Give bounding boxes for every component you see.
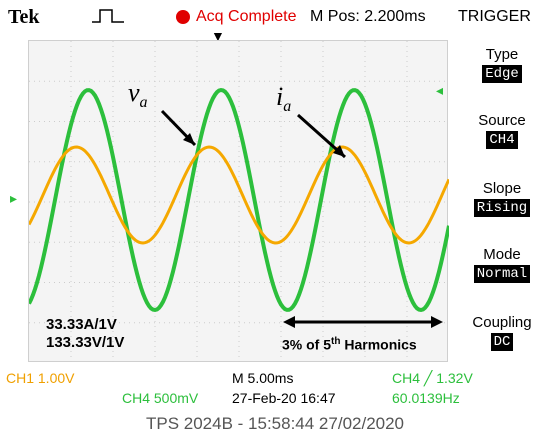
ia-arrowhead bbox=[333, 145, 345, 157]
menu-value: DC bbox=[490, 333, 514, 351]
menu-label: Mode bbox=[483, 246, 521, 263]
trigger-pulse-icon bbox=[92, 9, 124, 23]
voltage-label: va bbox=[128, 78, 148, 112]
channel-ground-marker-icon: ▸ bbox=[10, 190, 18, 206]
menu-label: Source bbox=[478, 112, 526, 129]
voltage-trace bbox=[29, 87, 449, 313]
menu-label: Type bbox=[485, 46, 519, 63]
acquisition-indicator-icon bbox=[176, 10, 190, 24]
menu-title: TRIGGER bbox=[458, 8, 531, 25]
current-trace bbox=[29, 145, 449, 245]
bottom-status-bar: CH1 1.00V M 5.00ms CH4 ╱ 1.32V CH4 500mV… bbox=[0, 366, 550, 410]
menu-label: Coupling bbox=[472, 314, 532, 331]
menu-item-slope[interactable]: Slope Rising bbox=[454, 180, 550, 217]
harmonics-label: 3% of 5th Harmonics bbox=[282, 336, 417, 353]
menu-value: CH4 bbox=[486, 131, 518, 149]
menu-item-mode[interactable]: Mode Normal bbox=[454, 246, 550, 283]
va-arrowhead bbox=[183, 133, 195, 145]
menu-value: Edge bbox=[482, 65, 522, 83]
timebase: M 5.00ms bbox=[232, 370, 294, 386]
harmonic-left-arrowhead bbox=[283, 316, 295, 328]
frequency-readout: 60.0139Hz bbox=[392, 390, 460, 406]
trigger-side-menu: Type Edge Source CH4 Slope Rising Mode N… bbox=[454, 40, 550, 362]
menu-value: Rising bbox=[473, 199, 531, 217]
current-scale-label: 33.33A/1V bbox=[46, 316, 117, 333]
current-label: ia bbox=[276, 82, 292, 116]
trigger-setting: CH4 ╱ 1.32V bbox=[392, 370, 473, 386]
menu-item-coupling[interactable]: Coupling DC bbox=[454, 314, 550, 351]
figure-caption: TPS 2024B - 15:58:44 27/02/2020 bbox=[145, 414, 405, 433]
acquisition-status: Acq Complete bbox=[196, 8, 297, 25]
top-status-bar: Tek Acq Complete M Pos: 2.200ms TRIGGER … bbox=[0, 0, 550, 44]
brand-logo: Tek bbox=[8, 6, 40, 28]
menu-item-type[interactable]: Type Edge bbox=[454, 46, 550, 83]
datetime: 27-Feb-20 16:47 bbox=[232, 390, 336, 406]
voltage-scale-label: 133.33V/1V bbox=[46, 334, 125, 351]
waveform-graticule bbox=[28, 40, 449, 363]
ch1-scale: CH1 1.00V bbox=[6, 370, 75, 386]
menu-label: Slope bbox=[482, 180, 522, 197]
menu-item-source[interactable]: Source CH4 bbox=[454, 112, 550, 149]
oscilloscope-screen: Tek Acq Complete M Pos: 2.200ms TRIGGER … bbox=[0, 0, 550, 410]
menu-value: Normal bbox=[473, 265, 531, 283]
waveform-plot bbox=[29, 41, 449, 363]
horizontal-position: M Pos: 2.200ms bbox=[310, 8, 426, 25]
ch4-scale: CH4 500mV bbox=[122, 390, 199, 406]
harmonic-right-arrowhead bbox=[431, 316, 443, 328]
trigger-level-marker-icon: ◂ bbox=[436, 82, 444, 98]
